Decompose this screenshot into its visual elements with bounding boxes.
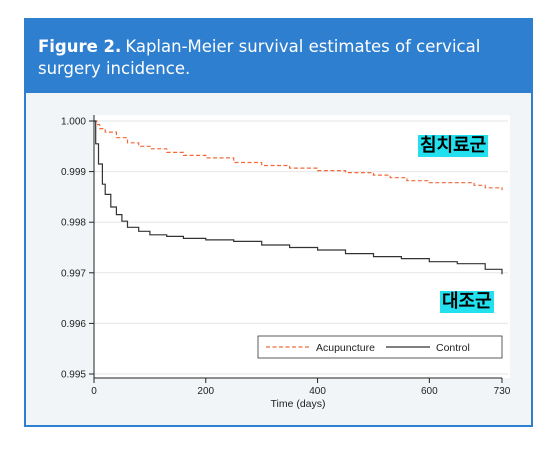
acupuncture-group-label: 침치료군 <box>418 135 489 157</box>
series-line-acupuncture <box>94 120 503 191</box>
x-tick-label: 0 <box>91 386 97 397</box>
y-tick-label: 1.000 <box>61 117 86 128</box>
control-group-label: 대조군 <box>440 291 494 313</box>
plot-background <box>94 115 510 378</box>
x-tick-label: 730 <box>494 386 511 397</box>
legend-label-acupuncture: Acupuncture <box>316 342 375 354</box>
figure-header: Figure 2. Kaplan-Meier survival estimates… <box>26 20 531 93</box>
figure-number: Figure 2. <box>38 37 122 56</box>
figure-card: Figure 2. Kaplan-Meier survival estimates… <box>24 18 533 427</box>
y-tick-label: 0.997 <box>61 268 86 279</box>
x-axis-title: Time (days) <box>270 398 325 410</box>
y-tick-label: 0.995 <box>61 370 86 381</box>
y-tick-label: 0.998 <box>61 218 86 229</box>
y-tick-label: 0.999 <box>61 167 86 178</box>
x-tick-label: 400 <box>309 386 326 397</box>
plot-area: 1.000 0.999 0.998 0.997 0.996 0.995 0 200 400 600… <box>26 93 531 425</box>
legend-box <box>257 335 503 359</box>
figure-caption: Kaplan-Meier survival estimates of cervi… <box>38 37 481 78</box>
x-tick-label: 600 <box>421 386 438 397</box>
x-tick-label: 200 <box>197 386 214 397</box>
series-line-control <box>94 120 503 275</box>
y-tick-label: 0.996 <box>61 319 86 330</box>
legend-label-control: Control <box>436 342 470 354</box>
